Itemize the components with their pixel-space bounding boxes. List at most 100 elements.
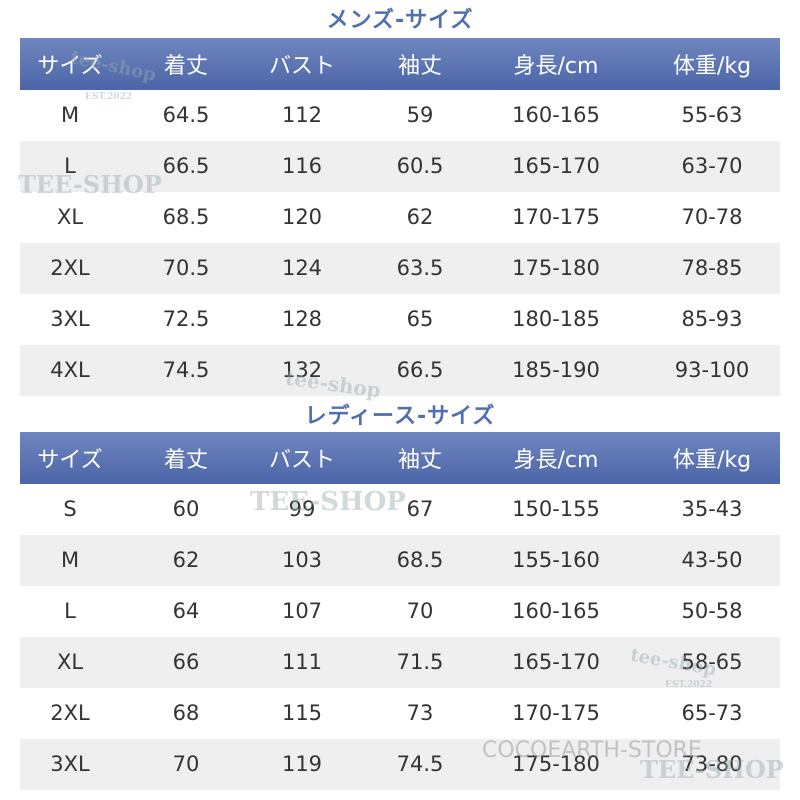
- table-cell: 170-175: [512, 701, 600, 725]
- table-cell: 185-190: [512, 358, 600, 382]
- table-cell: 66.5: [162, 154, 210, 178]
- table-cell: 64.5: [162, 103, 210, 127]
- table-cell: 99: [288, 497, 316, 521]
- table-cell: 78-85: [681, 256, 743, 280]
- table-cell: 63.5: [396, 256, 444, 280]
- table-cell: 50-58: [681, 599, 743, 623]
- header-cell: サイズ: [37, 54, 103, 79]
- table-cell: 55-63: [681, 103, 743, 127]
- table-cell: 112: [281, 103, 323, 127]
- table-cell: 2XL: [50, 256, 90, 280]
- header-cell: 身長/cm: [513, 54, 599, 79]
- table-cell: 70: [172, 752, 200, 776]
- table-cell: 115: [281, 701, 323, 725]
- table-cell: 3XL: [50, 307, 90, 331]
- table-cell: 70.5: [162, 256, 210, 280]
- table-cell: 175-180: [512, 256, 600, 280]
- table-cell: XL: [56, 650, 84, 674]
- table-cell: 4XL: [50, 358, 90, 382]
- table-cell: 85-93: [681, 307, 743, 331]
- table-row: 3XL 70 119 74.5 175-180 73-80: [20, 739, 780, 790]
- table-title: レディース-サイズ: [304, 404, 496, 429]
- header-cell: サイズ: [37, 448, 103, 473]
- table-cell: 70: [406, 599, 434, 623]
- table-cell: 103: [281, 548, 323, 572]
- table-cell: 116: [281, 154, 323, 178]
- table-cell: 155-160: [512, 548, 600, 572]
- table-row: 2XL 70.5 124 63.5 175-180 78-85: [20, 243, 780, 294]
- table-cell: 175-180: [512, 752, 600, 776]
- table-cell: 35-43: [681, 497, 743, 521]
- table-cell: 132: [281, 358, 323, 382]
- table-cell: 60: [172, 497, 200, 521]
- table-cell: 73: [406, 701, 434, 725]
- table-cell: 2XL: [50, 701, 90, 725]
- table-cell: L: [64, 154, 76, 178]
- table-cell: 71.5: [396, 650, 444, 674]
- table-cell: 128: [281, 307, 323, 331]
- header-cell: 体重/kg: [672, 54, 752, 79]
- table-cell: S: [63, 497, 77, 521]
- table-cell: 124: [281, 256, 323, 280]
- header-cell: バスト: [268, 448, 336, 473]
- table-cell: 119: [281, 752, 323, 776]
- table-cell: 62: [406, 205, 434, 229]
- table-cell: 74.5: [162, 358, 210, 382]
- header-cell: 袖丈: [397, 448, 443, 473]
- table-row: XL 66 111 71.5 165-170 58-65: [20, 637, 780, 688]
- table-cell: 111: [281, 650, 323, 674]
- table-cell: 107: [281, 599, 323, 623]
- table-cell: 70-78: [681, 205, 743, 229]
- table-cell: 120: [281, 205, 323, 229]
- table-cell: 73-80: [681, 752, 743, 776]
- header-cell: バスト: [268, 54, 336, 79]
- table-row: XL 68.5 120 62 170-175 70-78: [20, 192, 780, 243]
- table-cell: 150-155: [512, 497, 600, 521]
- table-header: サイズ 着丈 バスト 袖丈 身長/cm 体重/kg: [20, 38, 780, 90]
- table-title: メンズ-サイズ: [326, 8, 474, 33]
- table-cell: 68.5: [396, 548, 444, 572]
- table-cell: 63-70: [681, 154, 743, 178]
- table-cell: M: [60, 548, 80, 572]
- header-cell: 体重/kg: [672, 448, 752, 473]
- table-cell: 93-100: [674, 358, 750, 382]
- table-cell: M: [60, 103, 80, 127]
- table-cell: 65: [406, 307, 434, 331]
- table-cell: 66: [172, 650, 200, 674]
- table-cell: 60.5: [396, 154, 444, 178]
- table-cell: L: [64, 599, 76, 623]
- table-cell: 58-65: [681, 650, 743, 674]
- table-row: 3XL 72.5 128 65 180-185 85-93: [20, 294, 780, 345]
- table-cell: 66.5: [396, 358, 444, 382]
- table-cell: 3XL: [50, 752, 90, 776]
- table-cell: 68: [172, 701, 200, 725]
- table-row: M 62 103 68.5 155-160 43-50: [20, 535, 780, 586]
- table-cell: XL: [56, 205, 84, 229]
- table-cell: 165-170: [512, 154, 600, 178]
- table-row: L 64 107 70 160-165 50-58: [20, 586, 780, 637]
- table-row: 4XL 74.5 132 66.5 185-190 93-100: [20, 345, 780, 396]
- header-cell: 袖丈: [397, 54, 443, 79]
- header-cell: 身長/cm: [513, 448, 599, 473]
- table-cell: 165-170: [512, 650, 600, 674]
- table-cell: 43-50: [681, 548, 743, 572]
- table-cell: 160-165: [512, 103, 600, 127]
- table-header: サイズ 着丈 バスト 袖丈 身長/cm 体重/kg: [20, 432, 780, 484]
- table-cell: 65-73: [681, 701, 743, 725]
- header-cell: 着丈: [163, 54, 209, 79]
- table-row: 2XL 68 115 73 170-175 65-73: [20, 688, 780, 739]
- table-cell: 160-165: [512, 599, 600, 623]
- table-cell: 72.5: [162, 307, 210, 331]
- table-cell: 74.5: [396, 752, 444, 776]
- table-cell: 67: [406, 497, 434, 521]
- table-row: S 60 99 67 150-155 35-43: [20, 484, 780, 535]
- table-cell: 59: [406, 103, 434, 127]
- table-cell: 180-185: [512, 307, 600, 331]
- table-row: L 66.5 116 60.5 165-170 63-70: [20, 141, 780, 192]
- table-cell: 62: [172, 548, 200, 572]
- table-cell: 68.5: [162, 205, 210, 229]
- table-cell: 170-175: [512, 205, 600, 229]
- table-cell: 64: [172, 599, 200, 623]
- table-row: M 64.5 112 59 160-165 55-63: [20, 90, 780, 141]
